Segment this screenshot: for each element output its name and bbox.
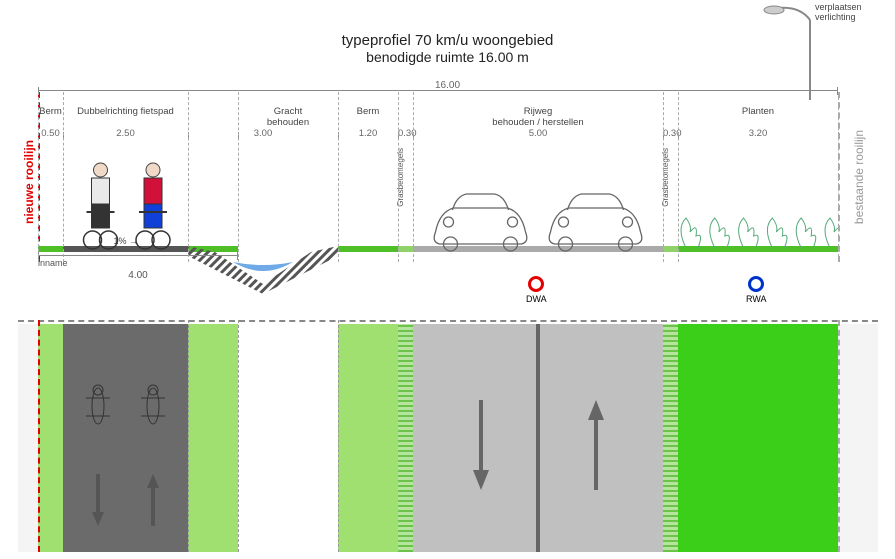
plan-bike-arrow [145, 470, 163, 535]
plan-band-gbt2 [663, 324, 678, 552]
planting-shrubs [678, 208, 838, 252]
cars [413, 186, 663, 252]
inname-dim: 4.00 [38, 270, 238, 281]
plan-band-gbt1 [398, 324, 413, 552]
cross-section: 1% → [38, 138, 838, 268]
title-line-1: typeprofiel 70 km/u woongebied [342, 32, 554, 49]
light-note: verplaatsen verlichting [815, 2, 895, 22]
pipe-dwa: DWA [526, 276, 547, 304]
section-label-fiets: Dubbelrichting fietspad [63, 106, 188, 117]
plan-band-berm1 [38, 324, 63, 552]
plan-band-fiets [63, 324, 188, 552]
cyclists [63, 158, 188, 250]
plan-road-centerline [536, 324, 540, 552]
section-label-plant: Planten [678, 106, 838, 117]
plan-band-berm2 [338, 324, 398, 552]
inname-label: inname [38, 258, 198, 268]
plan-border-top [18, 320, 878, 322]
plan-bike-arrow [90, 470, 108, 535]
plan-band-talud1 [188, 324, 238, 552]
plan-cyclist-icon [139, 376, 167, 441]
inname-brace [38, 255, 238, 256]
section-label-rijweg: Rijweg behouden / herstellen [413, 106, 663, 128]
title-line-2: benodigde ruimte 16.00 m [0, 49, 895, 65]
pipe-rwa-label: RWA [746, 294, 767, 304]
plan-road-arrow [586, 390, 604, 505]
section-label-berm2: Berm [338, 106, 398, 117]
pipe-dwa-label: DWA [526, 294, 547, 304]
total-width-label: 16.00 [0, 80, 895, 91]
plan-view [18, 320, 878, 552]
plan-cyclist-icon [84, 376, 112, 441]
diagram-title: typeprofiel 70 km/u woongebied benodigde… [0, 32, 895, 65]
section-label-berm1: Berm [38, 106, 63, 117]
plan-road-arrow [471, 390, 489, 505]
plan-band-gracht [238, 324, 338, 552]
new-rooilijn-label: nieuwe rooilijn [22, 140, 36, 224]
pipe-rwa: RWA [746, 276, 767, 304]
plan-band-plant [678, 324, 838, 552]
existing-rooilijn-label: bestaande rooilijn [852, 130, 866, 224]
section-label-gracht: Gracht behouden [238, 106, 338, 128]
